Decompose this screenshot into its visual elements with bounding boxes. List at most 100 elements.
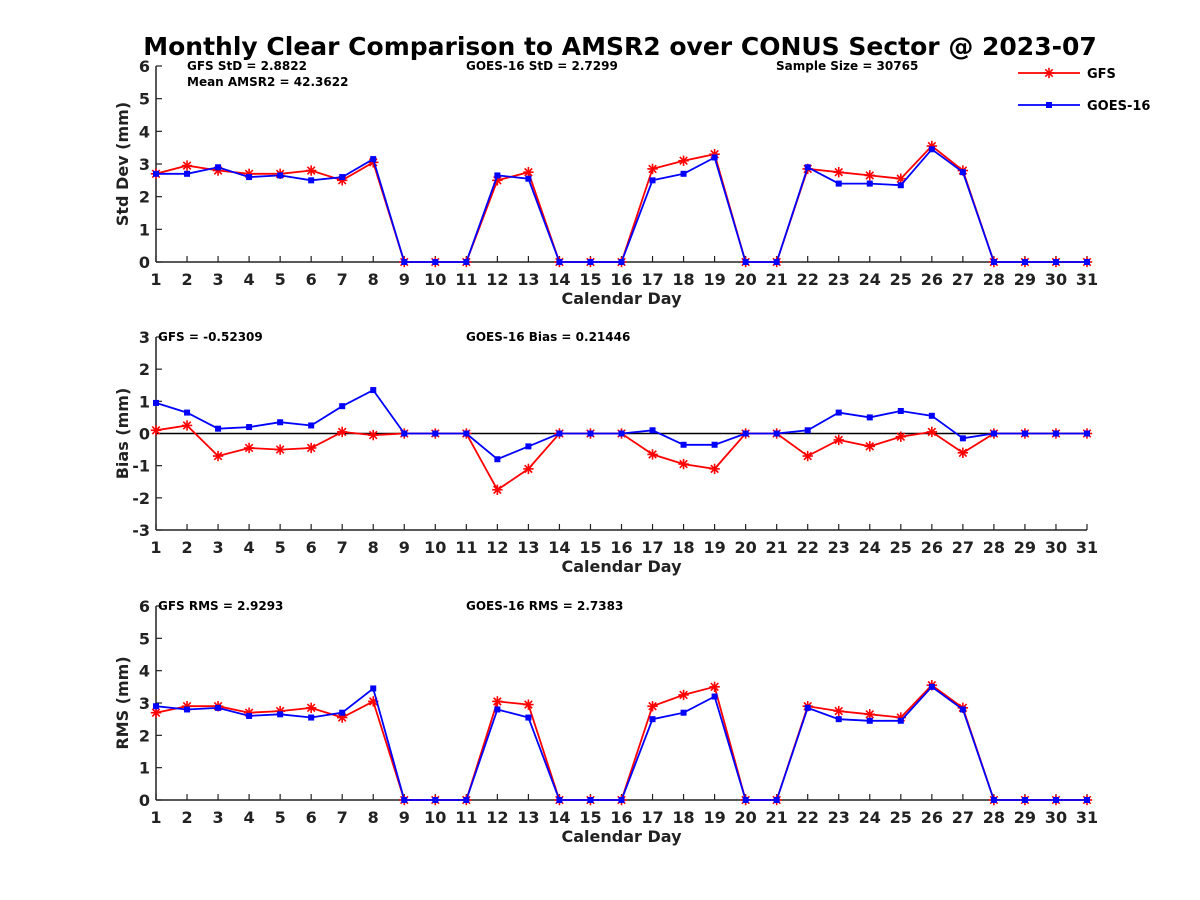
asterisk-stroke	[151, 708, 161, 718]
data-point-goes-16	[308, 177, 315, 184]
data-point-goes-16	[587, 797, 594, 803]
x-tick-label: 6	[306, 270, 317, 289]
data-point-goes-16	[711, 441, 718, 448]
y-tick-label: 2	[139, 726, 150, 745]
data-point-gfs	[305, 442, 317, 454]
asterisk-stroke	[865, 710, 875, 719]
y-tick-label: -2	[132, 489, 150, 508]
data-point-goes-16	[773, 259, 780, 265]
data-point-goes-16	[866, 414, 873, 421]
y-tick-label: 1	[139, 759, 150, 778]
y-axis-label: Bias (mm)	[113, 388, 132, 480]
y-tick-label: 0	[139, 253, 150, 272]
x-tick-label: 23	[828, 808, 850, 827]
x-tick-label: 3	[212, 538, 223, 557]
data-point-gfs	[678, 155, 689, 166]
asterisk-stroke	[834, 167, 844, 177]
y-axis-label: Std Dev (mm)	[113, 102, 132, 226]
x-tick-label: 11	[455, 270, 477, 289]
asterisk-stroke	[1044, 68, 1054, 78]
x-tick-label: 27	[952, 270, 974, 289]
data-point-goes-16	[153, 170, 159, 177]
asterisk-stroke	[182, 421, 192, 430]
data-point-goes-16	[680, 441, 687, 448]
x-tick-label: 23	[828, 270, 850, 289]
x-tick-label: 29	[1014, 808, 1036, 827]
data-point-gfs	[895, 431, 906, 442]
data-point-goes-16	[339, 174, 346, 181]
x-tick-label: 10	[424, 808, 446, 827]
x-tick-label: 18	[672, 270, 694, 289]
data-point-gfs	[274, 444, 286, 455]
data-point-goes-16	[494, 456, 501, 463]
x-tick-label: 14	[548, 538, 570, 557]
x-tick-label: 26	[921, 808, 943, 827]
x-tick-label: 31	[1076, 808, 1098, 827]
y-tick-label: -3	[132, 521, 150, 540]
x-tick-label: 25	[890, 270, 912, 289]
x-tick-label: 2	[181, 270, 192, 289]
data-point-gfs	[647, 449, 658, 460]
data-point-gfs	[678, 689, 689, 701]
x-tick-label: 13	[517, 808, 539, 827]
data-point-goes-16	[711, 154, 718, 161]
x-tick-label: 22	[797, 808, 819, 827]
x-tick-label: 19	[703, 270, 725, 289]
x-tick-label: 9	[399, 270, 410, 289]
data-point-goes-16	[215, 425, 222, 432]
data-point-gfs	[492, 484, 503, 495]
asterisk-stroke	[524, 700, 533, 709]
x-tick-label: 4	[244, 538, 255, 557]
data-point-goes-16	[432, 430, 439, 437]
asterisk-stroke	[306, 166, 316, 175]
data-point-goes-16	[835, 409, 842, 416]
x-tick-label: 19	[703, 808, 725, 827]
data-point-gfs	[926, 426, 938, 438]
data-point-goes-16	[432, 259, 439, 265]
x-tick-label: 20	[735, 270, 757, 289]
asterisk-stroke	[368, 430, 378, 440]
asterisk-stroke	[648, 701, 657, 711]
data-point-gfs	[957, 447, 969, 458]
x-tick-label: 9	[399, 808, 410, 827]
asterisk-stroke	[896, 432, 906, 442]
asterisk-stroke	[524, 167, 533, 177]
data-point-goes-16	[742, 797, 749, 803]
asterisk-stroke	[679, 459, 688, 469]
data-point-goes-16	[1084, 797, 1090, 803]
stat-annotation: GOES-16 RMS = 2.7383	[466, 599, 623, 613]
data-point-gfs	[864, 441, 875, 452]
data-point-goes-16	[463, 259, 470, 265]
x-tick-label: 5	[275, 538, 286, 557]
x-tick-label: 6	[306, 538, 317, 557]
series-line-gfs	[155, 684, 1087, 801]
x-tick-label: 17	[641, 538, 663, 557]
stat-annotation: GFS StD = 2.8822	[187, 59, 307, 73]
x-tick-label: 8	[368, 808, 379, 827]
asterisk-stroke	[493, 485, 502, 495]
asterisk-stroke	[927, 427, 937, 437]
data-point-gfs	[833, 705, 844, 717]
x-tick-label: 11	[455, 538, 477, 557]
x-tick-label: 12	[486, 808, 508, 827]
data-point-goes-16	[680, 170, 687, 177]
y-tick-label: 3	[139, 694, 150, 713]
asterisk-stroke	[710, 464, 719, 474]
series-line-gfs	[155, 144, 1087, 263]
y-tick-label: 3	[139, 155, 150, 174]
data-point-goes-16	[928, 412, 935, 419]
asterisk-stroke	[493, 697, 502, 706]
x-tick-label: 3	[212, 270, 223, 289]
x-tick-label: 28	[983, 808, 1005, 827]
x-tick-label: 21	[766, 808, 788, 827]
data-point-goes-16	[184, 409, 191, 416]
data-point-goes-16	[897, 407, 904, 414]
data-point-gfs	[864, 170, 875, 181]
asterisk-stroke	[244, 443, 254, 453]
x-tick-label: 3	[212, 808, 223, 827]
x-tick-label: 18	[672, 538, 694, 557]
data-point-gfs	[647, 163, 658, 175]
